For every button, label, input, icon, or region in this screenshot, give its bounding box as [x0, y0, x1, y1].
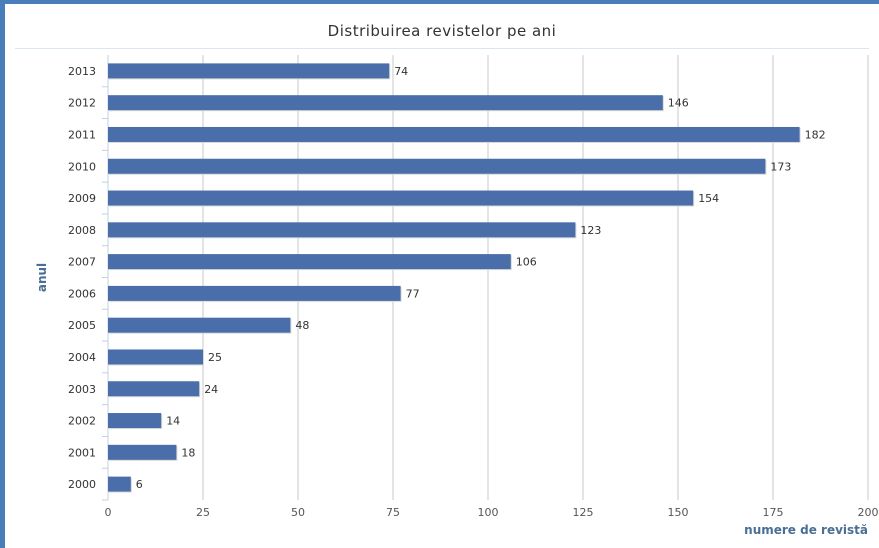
y-tick-label: 2001	[68, 446, 96, 459]
x-tick-label: 50	[291, 506, 305, 519]
data-label: 182	[805, 128, 826, 141]
y-axis-label: anul	[35, 263, 49, 292]
y-tick-label: 2008	[68, 224, 96, 237]
y-tick-label: 2007	[68, 256, 96, 269]
bar	[108, 190, 694, 206]
bar	[108, 158, 766, 174]
bar	[108, 63, 390, 79]
bar	[108, 444, 177, 460]
x-tick-label: 125	[573, 506, 594, 519]
x-tick-label: 0	[105, 506, 112, 519]
bar	[108, 413, 162, 429]
data-label: 123	[580, 224, 601, 237]
data-label: 14	[166, 415, 180, 428]
bar	[108, 254, 511, 270]
bar	[108, 285, 401, 301]
y-tick-label: 2002	[68, 415, 96, 428]
x-tick-label: 25	[196, 506, 210, 519]
data-label: 106	[516, 256, 537, 269]
x-tick-label: 175	[763, 506, 784, 519]
data-label: 6	[136, 478, 143, 491]
x-axis-label: numere de revistă	[744, 523, 868, 537]
bar	[108, 349, 203, 365]
data-label: 77	[406, 287, 420, 300]
data-label: 74	[394, 65, 408, 78]
x-tick-label: 200	[858, 506, 879, 519]
data-label: 18	[181, 446, 195, 459]
y-tick-label: 2005	[68, 319, 96, 332]
bar	[108, 317, 291, 333]
y-tick-label: 2011	[68, 128, 96, 141]
data-label: 48	[295, 319, 309, 332]
data-label: 24	[204, 383, 218, 396]
data-label: 154	[698, 192, 719, 205]
y-tick-label: 2013	[68, 65, 96, 78]
x-tick-label: 150	[668, 506, 689, 519]
bar	[108, 381, 200, 397]
chart-title: Distribuirea revistelor pe ani	[327, 22, 557, 40]
bar	[108, 222, 576, 238]
x-tick-label: 75	[386, 506, 400, 519]
y-tick-label: 2009	[68, 192, 96, 205]
x-tick-label: 100	[478, 506, 499, 519]
y-tick-label: 2000	[68, 478, 96, 491]
title-divider	[15, 48, 869, 49]
data-label: 173	[770, 160, 791, 173]
bar	[108, 476, 131, 492]
bar	[108, 126, 800, 142]
y-tick-label: 2012	[68, 97, 96, 110]
y-tick-label: 2003	[68, 383, 96, 396]
y-tick-label: 2010	[68, 160, 96, 173]
bar	[108, 95, 663, 111]
y-tick-label: 2006	[68, 287, 96, 300]
data-label: 25	[208, 351, 222, 364]
y-tick-label: 2004	[68, 351, 96, 364]
data-label: 146	[668, 97, 689, 110]
